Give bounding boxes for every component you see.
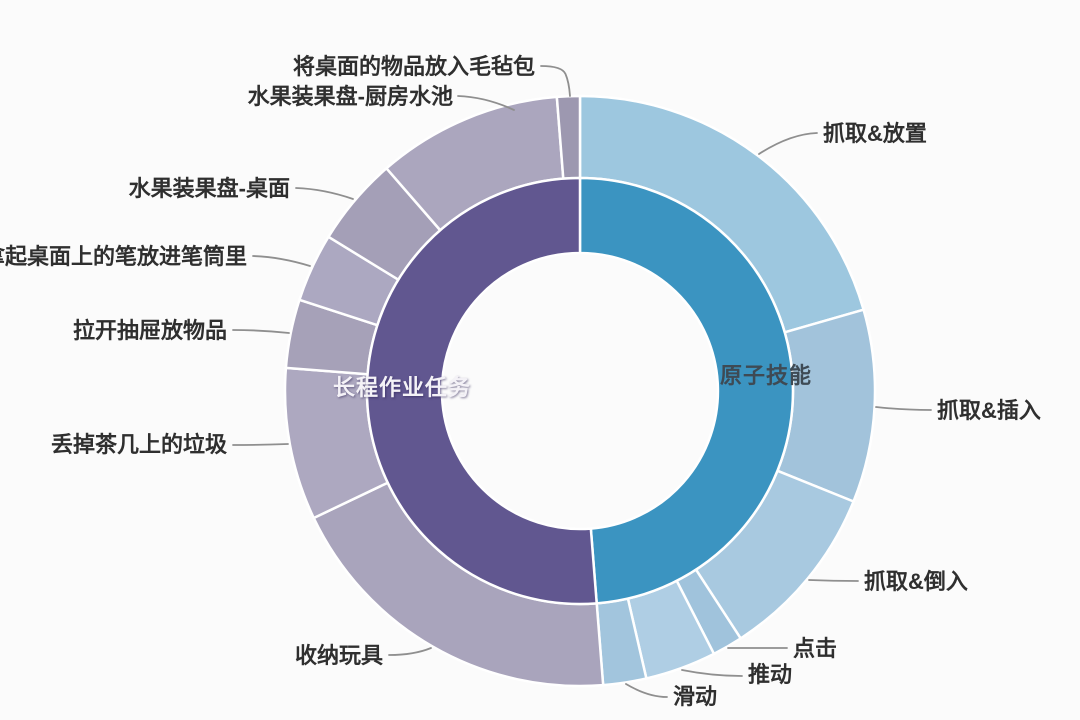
callout-label: 推动: [748, 662, 792, 687]
callout-label: 滑动: [673, 684, 717, 709]
inner-ring-segment: [578, 176, 795, 605]
callout-leader-line: [681, 669, 743, 677]
callout-leader-line: [232, 443, 289, 446]
callout-leader-line: [252, 255, 311, 267]
callout-leader-line: [875, 406, 932, 411]
ring-center-labels: 原子技能 长程作业任务: [333, 363, 812, 400]
callout-label: 将桌面的物品放入毛毡包: [293, 54, 535, 79]
callout-label: 点击: [793, 636, 837, 661]
callout-label: 抓取&插入: [937, 398, 1041, 423]
callout-leader-line: [540, 65, 571, 97]
inner-ring: [365, 176, 795, 606]
callout-label: 丢掉茶几上的垃圾: [51, 432, 228, 457]
callout-leaders: [232, 65, 932, 698]
inner-ring-segment: [365, 176, 598, 606]
callout-leader-line: [388, 647, 432, 656]
callout-leader-line: [295, 187, 354, 200]
ring-label: 长程作业任务: [333, 375, 471, 400]
callout-label: 抓取&倒入: [864, 569, 968, 594]
callout-leader-line: [232, 329, 290, 334]
callout-label: 拿起桌面上的笔放进笔筒里: [0, 244, 247, 269]
callout-leader-line: [625, 683, 668, 698]
callout-leader-line: [457, 95, 515, 111]
callout-label: 水果装果盘-桌面: [129, 176, 290, 201]
callout-label: 收纳玩具: [295, 643, 383, 668]
callout-leader-line: [808, 579, 859, 582]
callout-leader-line: [758, 132, 818, 155]
callout-label: 拉开抽屉放物品: [73, 318, 227, 343]
ring-label: 原子技能: [720, 363, 812, 388]
callout-label: 抓取&放置: [823, 121, 927, 146]
callout-label: 水果装果盘-厨房水池: [248, 84, 453, 109]
